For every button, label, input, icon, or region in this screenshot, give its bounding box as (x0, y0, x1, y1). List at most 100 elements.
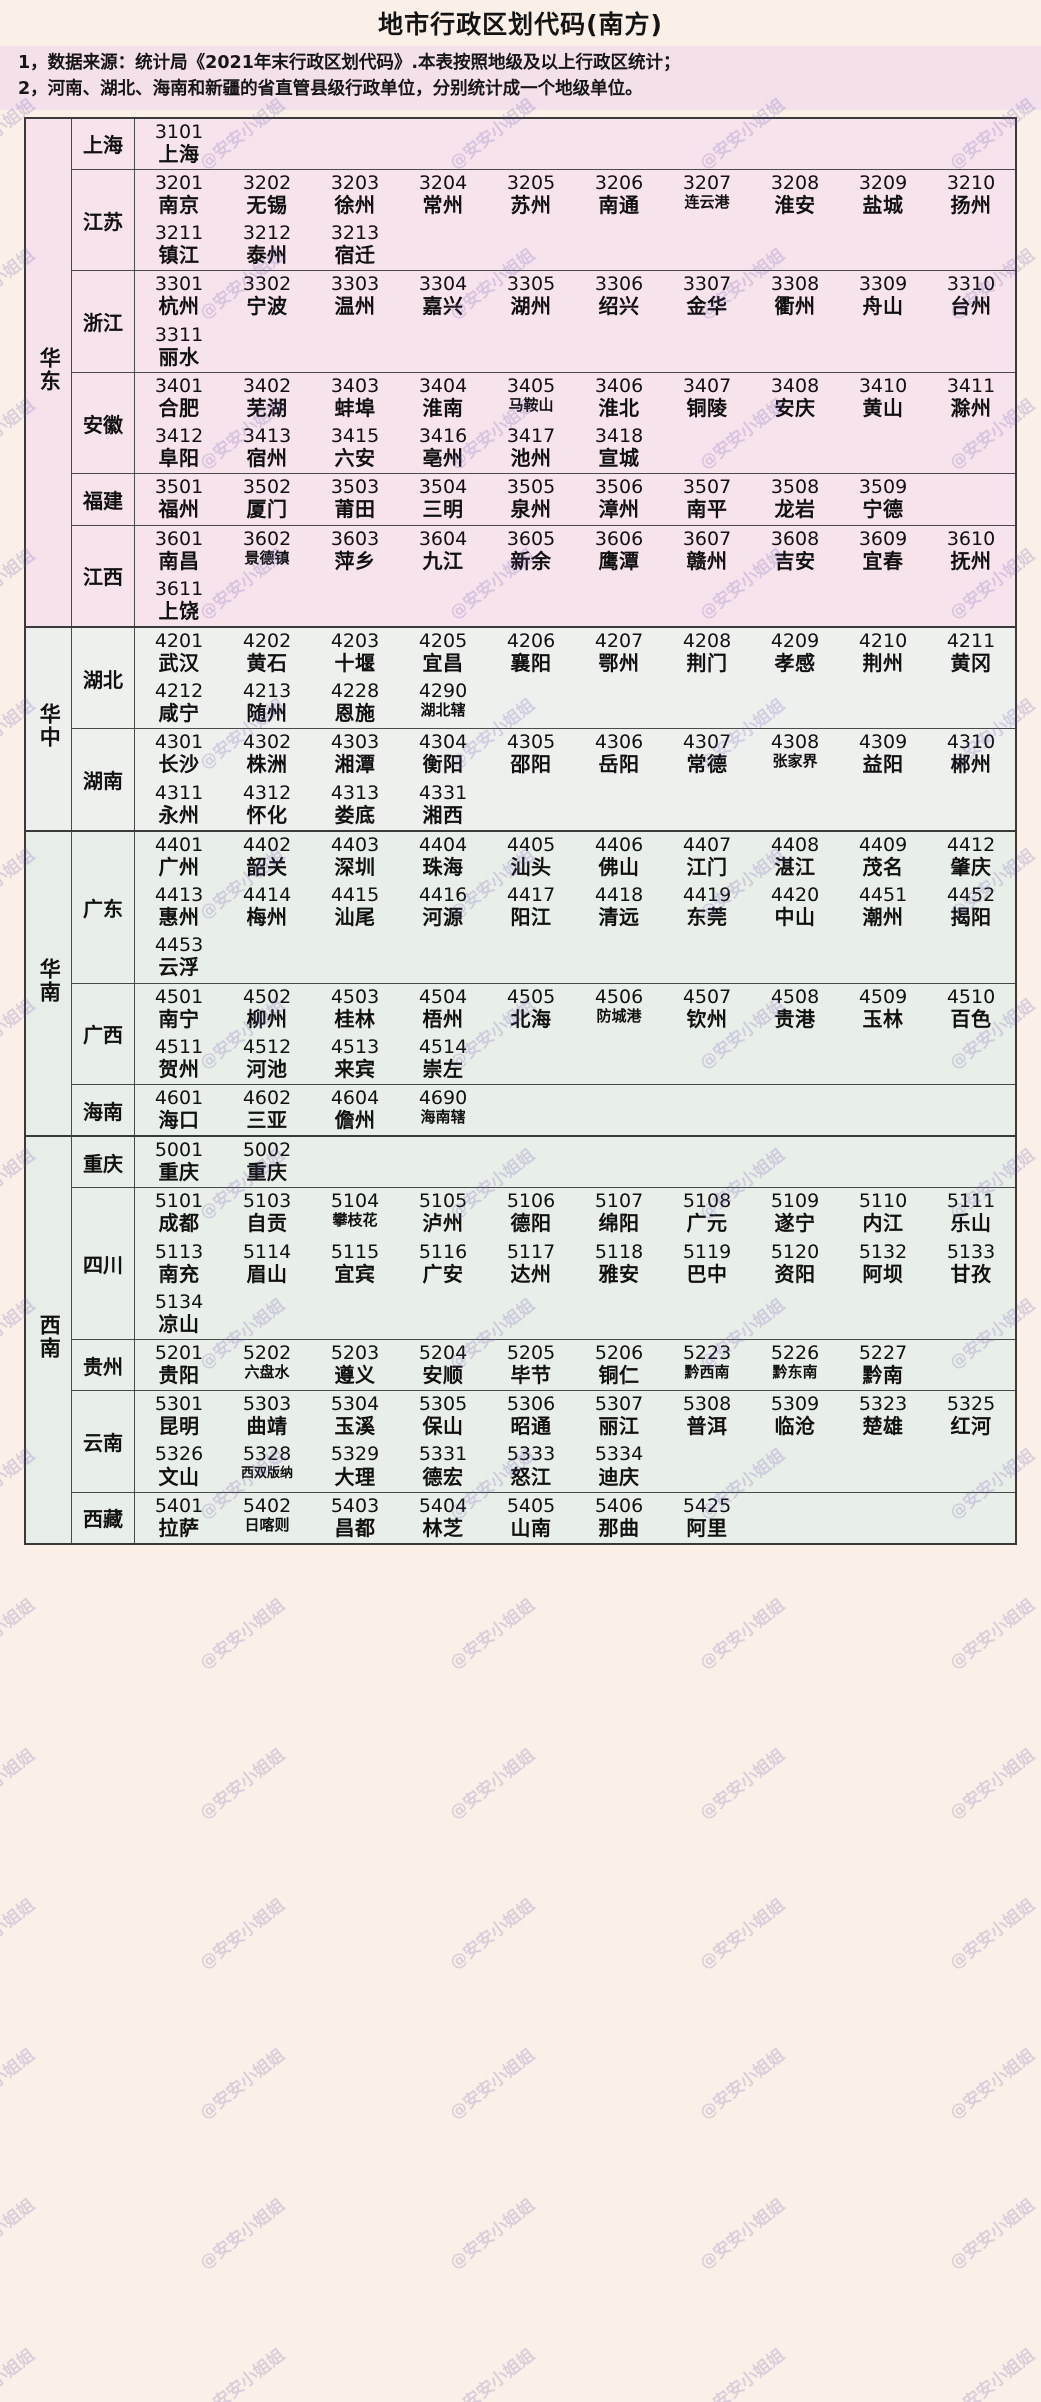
city-cell-5301: 5301 昆明 (135, 1391, 223, 1441)
city-name: 百色 (950, 1006, 992, 1031)
city-name: 郴州 (950, 752, 992, 777)
city-code: 4409 (858, 833, 908, 856)
city-code: 4309 (858, 731, 908, 754)
city-cell-empty (663, 1085, 751, 1135)
city-grid: 5201 贵阳 5202 六盘水 5203 遵义 5204 安顺 5205 毕节 5206 铜仁 522… (134, 1339, 1017, 1392)
city-cell-4304: 4304 衡阳 (399, 729, 487, 779)
province-label-西藏: 西藏 (71, 1491, 135, 1545)
city-code: 5204 (418, 1342, 468, 1365)
city-name: 宜春 (862, 548, 904, 573)
watermark-text: @安安小姐姐 (446, 2345, 539, 2402)
city-name: 永州 (158, 802, 200, 827)
city-name: 株洲 (246, 752, 288, 777)
city-code: 5132 (858, 1240, 908, 1263)
city-name: 江门 (686, 854, 728, 879)
city-cell-5331: 5331 德宏 (399, 1441, 487, 1491)
city-code: 4401 (154, 833, 204, 856)
city-name: 西双版纳 (240, 1465, 293, 1481)
city-row: 3401 合肥 3402 芜湖 3403 蚌埠 3404 淮南 3405 马鞍山 3406 淮北 340… (135, 373, 1015, 423)
city-code: 4506 (594, 985, 644, 1008)
city-cell-empty (487, 576, 575, 626)
city-cell-empty (839, 1034, 927, 1084)
city-cell-empty (839, 1493, 927, 1543)
city-cell-3411: 3411 滁州 (927, 373, 1015, 423)
city-code: 3611 (154, 577, 204, 600)
city-code: 5106 (506, 1190, 556, 1213)
city-cell-3507: 3507 南平 (663, 474, 751, 524)
city-cell-empty (663, 1289, 751, 1339)
city-cell-3505: 3505 泉州 (487, 474, 575, 524)
city-code: 3601 (154, 527, 204, 550)
city-cell-5002: 5002 重庆 (223, 1137, 311, 1187)
city-name: 亳州 (422, 446, 464, 471)
city-name: 拉萨 (158, 1515, 200, 1540)
city-cell-5333: 5333 怒江 (487, 1441, 575, 1491)
city-code: 4412 (946, 833, 996, 856)
city-cell-3417: 3417 池州 (487, 423, 575, 473)
city-name: 湖州 (510, 294, 552, 319)
city-code: 3203 (330, 172, 380, 194)
city-row: 3201 南京 3202 无锡 3203 徐州 3204 常州 3205 苏州 3206 南通 3207… (135, 170, 1015, 220)
city-code: 4210 (858, 629, 908, 652)
city-code: 4201 (154, 629, 204, 652)
city-cell-5223: 5223 黔西南 (663, 1340, 751, 1390)
city-cell-4409: 4409 茂名 (839, 832, 927, 882)
city-code: 3301 (154, 273, 204, 296)
city-cell-empty (487, 1289, 575, 1339)
city-code: 4290 (418, 680, 468, 703)
city-name: 德阳 (510, 1211, 552, 1236)
watermark-text: @安安小姐姐 (946, 1595, 1039, 1674)
city-code: 4418 (594, 884, 644, 907)
city-row: 3101 上海 (135, 119, 1015, 169)
city-name: 萍乡 (334, 548, 376, 573)
city-cell-4331: 4331 湘西 (399, 780, 487, 830)
city-grid: 3401 合肥 3402 芜湖 3403 蚌埠 3404 淮南 3405 马鞍山 3406 淮北 340… (134, 371, 1017, 475)
page-title: 地市行政区划代码(南方) (378, 10, 663, 39)
city-cell-empty (575, 780, 663, 830)
city-name: 揭阳 (950, 905, 992, 930)
city-cell-empty (927, 678, 1015, 728)
city-cell-5226: 5226 黔东南 (751, 1340, 839, 1390)
city-cell-3412: 3412 阜阳 (135, 423, 223, 473)
city-cell-empty (839, 423, 927, 473)
city-cell-3506: 3506 漳州 (575, 474, 663, 524)
city-cell-5307: 5307 丽江 (575, 1391, 663, 1441)
city-name: 邵阳 (510, 752, 552, 777)
city-cell-empty (751, 1289, 839, 1339)
city-cell-empty (487, 119, 575, 169)
city-code: 4451 (858, 884, 908, 907)
table-row: 湖南 4301 长沙 4302 株洲 4303 湘潭 4304 衡阳 4305 邵阳 4306 岳阳 43… (25, 728, 1017, 832)
city-cell-empty (487, 678, 575, 728)
city-name: 深圳 (334, 854, 376, 879)
city-cell-empty (663, 1034, 751, 1084)
city-cell-4308: 4308 张家界 (751, 729, 839, 779)
watermark-text: @安安小姐姐 (696, 1595, 789, 1674)
city-cell-3210: 3210 扬州 (927, 170, 1015, 220)
city-cell-empty (223, 322, 311, 372)
city-cell-4504: 4504 梧州 (399, 984, 487, 1034)
city-cell-3310: 3310 台州 (927, 271, 1015, 321)
city-row: 4453 云浮 (135, 932, 1015, 982)
city-cell-3402: 3402 芜湖 (223, 373, 311, 423)
city-name: 海南辖 (420, 1107, 466, 1126)
watermark-text: @安安小姐姐 (0, 2195, 39, 2274)
city-name: 鹰潭 (598, 548, 640, 573)
city-name: 重庆 (158, 1160, 200, 1185)
city-name: 山南 (510, 1515, 552, 1540)
city-cell-4507: 4507 钦州 (663, 984, 751, 1034)
city-cell-3202: 3202 无锡 (223, 170, 311, 220)
city-cell-empty (487, 1085, 575, 1135)
city-cell-empty (927, 780, 1015, 830)
city-cell-empty (399, 119, 487, 169)
city-cell-5306: 5306 昭通 (487, 1391, 575, 1441)
city-name: 广元 (686, 1211, 728, 1236)
city-cell-3504: 3504 三明 (399, 474, 487, 524)
city-code: 5107 (594, 1190, 644, 1213)
city-code: 3408 (770, 374, 820, 397)
city-name: 德宏 (422, 1464, 464, 1489)
city-row: 3301 杭州 3302 宁波 3303 温州 3304 嘉兴 3305 湖州 3306 绍兴 3307… (135, 271, 1015, 321)
city-row: 5101 成都 5103 自贡 5104 攀枝花 5105 泸州 5106 德阳 5107 绵阳 510… (135, 1188, 1015, 1238)
city-cell-empty (663, 119, 751, 169)
city-code: 4207 (594, 629, 644, 652)
city-name: 襄阳 (510, 651, 552, 675)
